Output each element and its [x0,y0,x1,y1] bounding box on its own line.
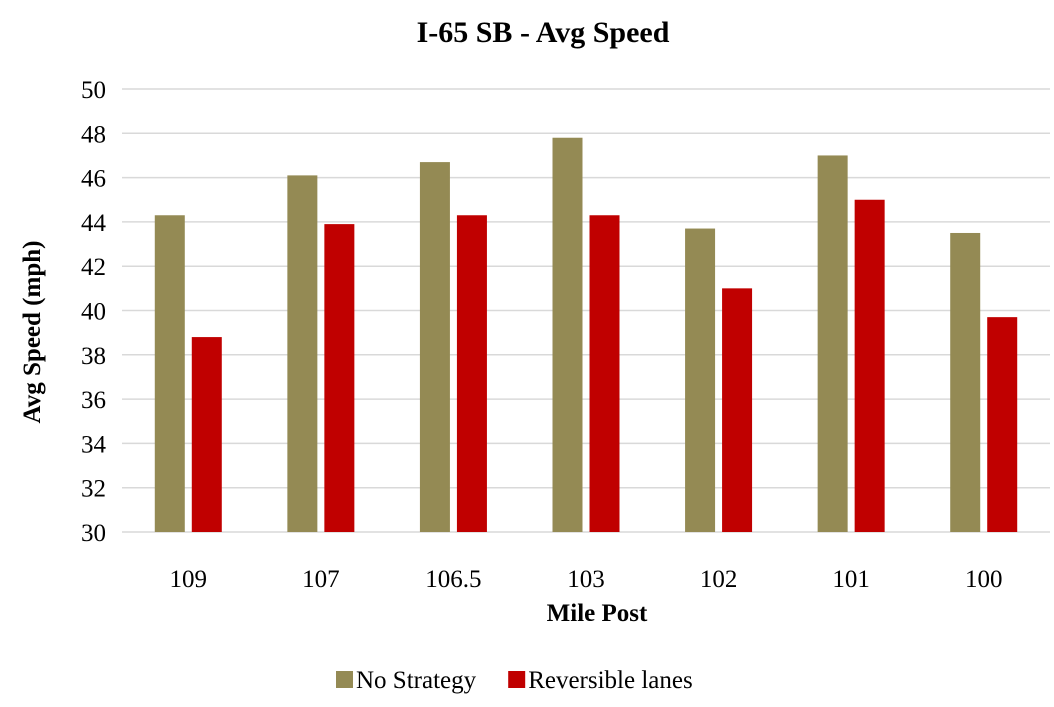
y-axis-label: Avg Speed (mph) [19,241,46,424]
bar [154,215,185,532]
grid-lines [122,88,1050,533]
y-tick-label: 40 [81,299,106,326]
bar [456,215,487,532]
legend: No Strategy Reversible lanes [336,667,693,694]
x-tick-label: 107 [302,566,340,593]
y-axis-ticks: 30 32 34 36 38 40 42 44 46 48 50 [81,77,107,547]
bar [685,228,716,533]
bar-series [154,137,1018,533]
y-tick-label: 50 [81,77,106,104]
x-tick-label: 109 [170,566,208,593]
y-tick-label: 34 [81,431,107,458]
bar [950,232,981,532]
bar [987,317,1018,532]
y-tick-label: 44 [81,210,107,237]
legend-swatch [336,671,353,688]
bar [287,175,318,532]
y-tick-label: 48 [81,121,106,148]
bar [324,224,355,533]
y-tick-label: 38 [81,343,106,370]
bar [191,337,222,532]
x-axis-ticks: 109 107 106.5 103 102 101 100 [170,566,1003,593]
bar [722,288,753,532]
bar [817,155,848,532]
y-tick-label: 46 [81,166,106,193]
y-tick-label: 32 [81,476,106,503]
x-axis-label: Mile Post [547,600,648,627]
x-tick-label: 100 [965,566,1003,593]
bar [589,215,620,532]
chart-title: I-65 SB - Avg Speed [417,16,670,49]
bar [854,199,885,532]
x-tick-label: 101 [832,566,870,593]
y-tick-label: 36 [81,387,106,414]
bar [552,137,583,533]
y-tick-label: 30 [81,520,106,547]
bar [419,162,450,532]
legend-label: Reversible lanes [528,667,693,694]
x-tick-label: 102 [700,566,738,593]
legend-swatch [508,671,526,688]
x-tick-label: 103 [567,566,605,593]
legend-label: No Strategy [356,667,477,694]
y-tick-label: 42 [81,254,106,281]
x-tick-label: 106.5 [425,566,481,593]
